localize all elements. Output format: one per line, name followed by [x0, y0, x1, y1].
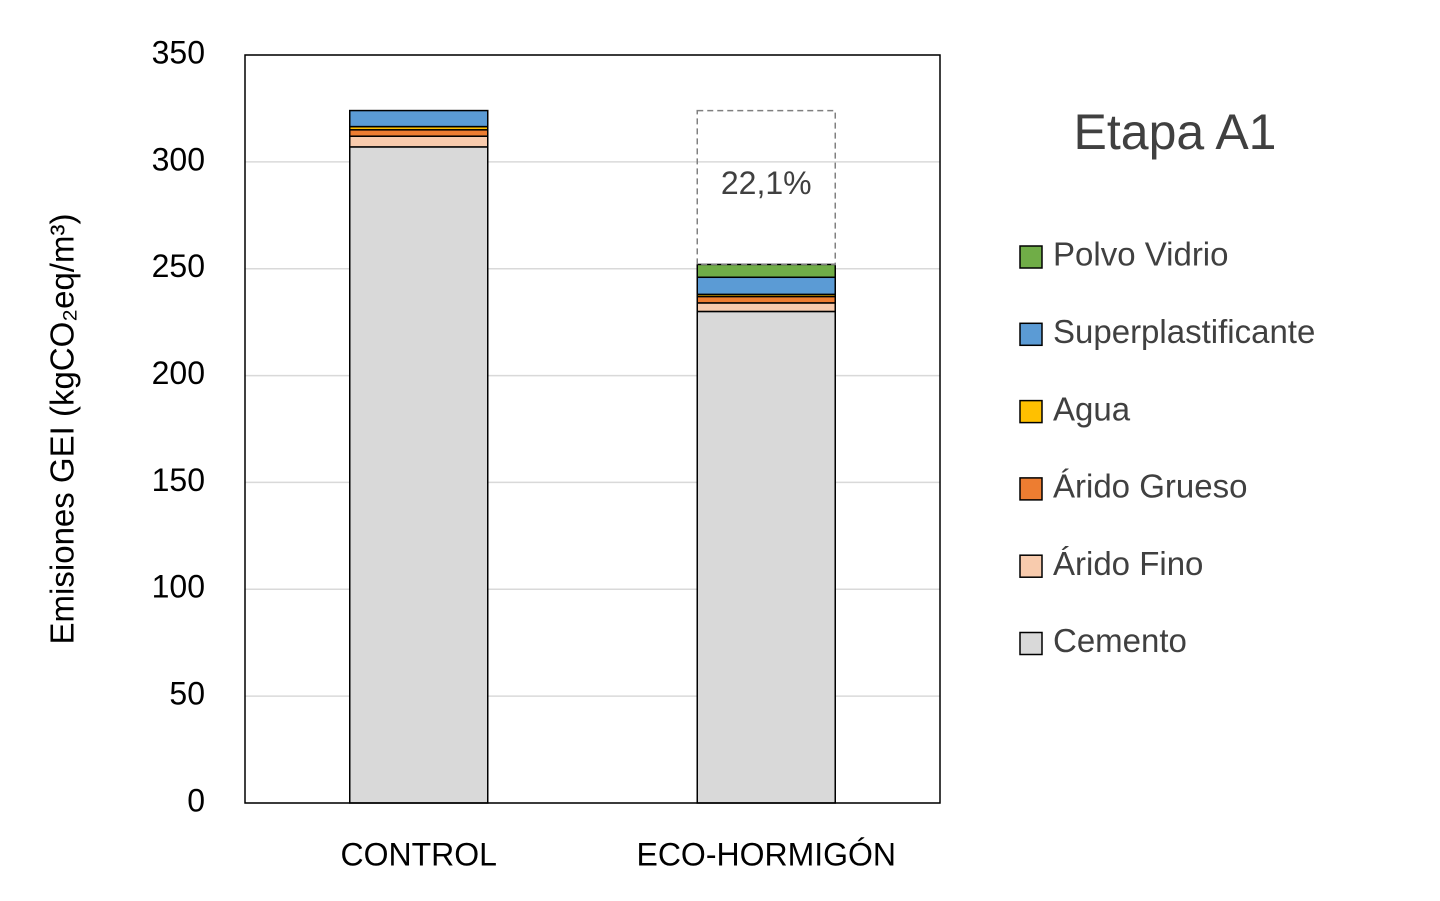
reduction-box — [696, 109, 836, 266]
bar-segment — [696, 295, 836, 304]
bar-segment — [696, 263, 836, 279]
y-tick-label: 150 — [152, 462, 205, 498]
legend-swatch — [1019, 322, 1043, 347]
bar-segment — [349, 135, 489, 148]
annotation: 22,1% — [721, 165, 812, 201]
y-axis-label: Emisiones GEI (kgCO₂eq/m³) — [44, 214, 81, 645]
y-tick-label: 350 — [152, 34, 205, 70]
legend-label: Cemento — [1053, 622, 1187, 659]
bar-segment — [349, 109, 489, 128]
x-tick-label: CONTROL — [341, 836, 497, 872]
bar-segment — [349, 129, 489, 137]
legend-swatch — [1019, 477, 1043, 501]
bar-segment — [696, 276, 836, 296]
legend-swatch — [1019, 245, 1043, 269]
legend-label: Superplastificante — [1053, 313, 1315, 350]
legend-swatch — [1019, 631, 1043, 656]
bar-segment — [696, 302, 836, 313]
legend-swatch — [1019, 554, 1043, 578]
y-tick-label: 100 — [152, 569, 205, 605]
bar-segment — [696, 310, 836, 804]
bar-segment — [349, 146, 489, 804]
legend-swatch — [1019, 399, 1043, 424]
legend-label: Árido Grueso — [1053, 468, 1247, 505]
y-tick-label: 250 — [152, 248, 205, 284]
y-tick-label: 0 — [187, 782, 205, 818]
y-tick-label: 50 — [169, 676, 205, 712]
y-tick-label: 300 — [152, 141, 205, 177]
x-tick-label: ECO-HORMIGÓN — [636, 836, 896, 872]
y-tick-label: 200 — [152, 355, 205, 391]
legend-title: Etapa A1 — [1074, 104, 1277, 160]
plot-border — [244, 54, 941, 804]
legend-label: Polvo Vidrio — [1053, 236, 1229, 273]
legend-label: Árido Fino — [1053, 545, 1203, 582]
legend-label: Agua — [1053, 390, 1131, 427]
